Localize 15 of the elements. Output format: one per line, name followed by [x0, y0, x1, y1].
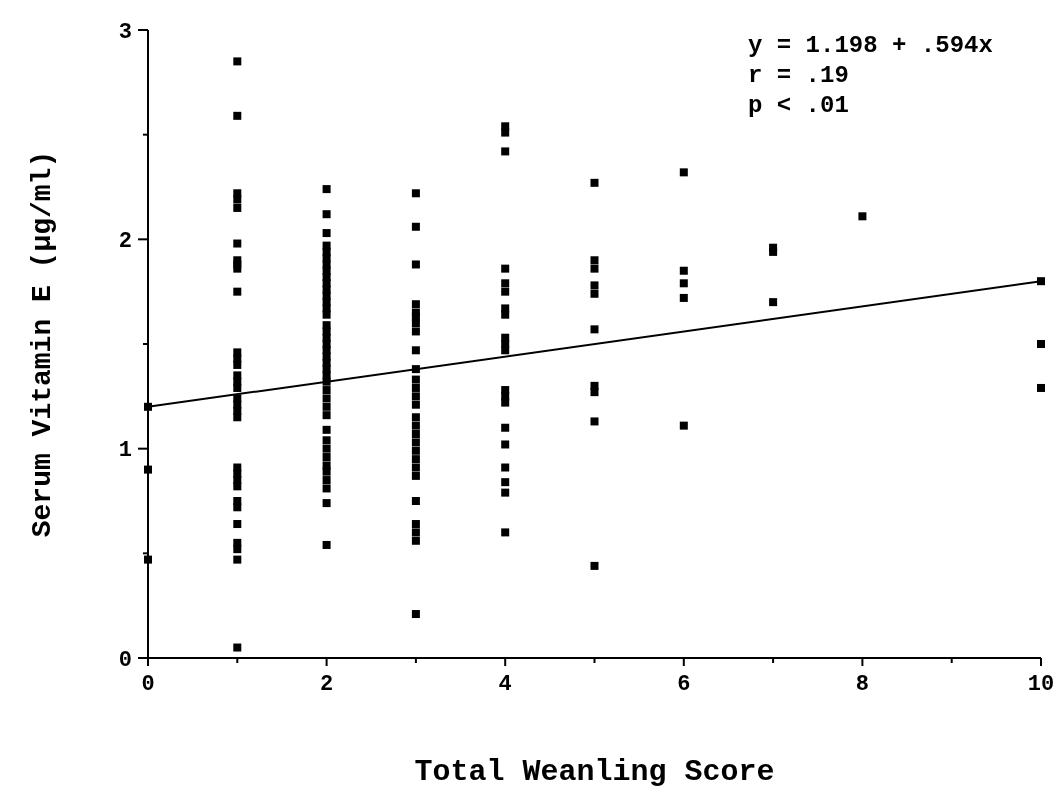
x-axis-title: Total Weanling Score: [414, 755, 775, 789]
x-tick-label: 8: [855, 672, 869, 697]
x-tick-label: 2: [320, 672, 334, 697]
x-tick-label: 10: [1027, 672, 1055, 697]
y-tick-label: 3: [118, 19, 132, 45]
annotation: r = .19: [748, 62, 849, 89]
y-tick-label: 2: [118, 229, 132, 255]
annotation: p < .01: [748, 92, 849, 119]
y-tick-label: 1: [118, 438, 132, 464]
annotation: y = 1.198 + .594x: [748, 32, 993, 59]
y-axis-title: Serum Vitamin E (μg/ml): [27, 150, 58, 538]
x-tick-label: 6: [677, 672, 691, 697]
x-tick-label: 0: [141, 672, 155, 697]
y-tick-label: 0: [118, 647, 132, 673]
x-tick-label: 4: [498, 672, 512, 697]
